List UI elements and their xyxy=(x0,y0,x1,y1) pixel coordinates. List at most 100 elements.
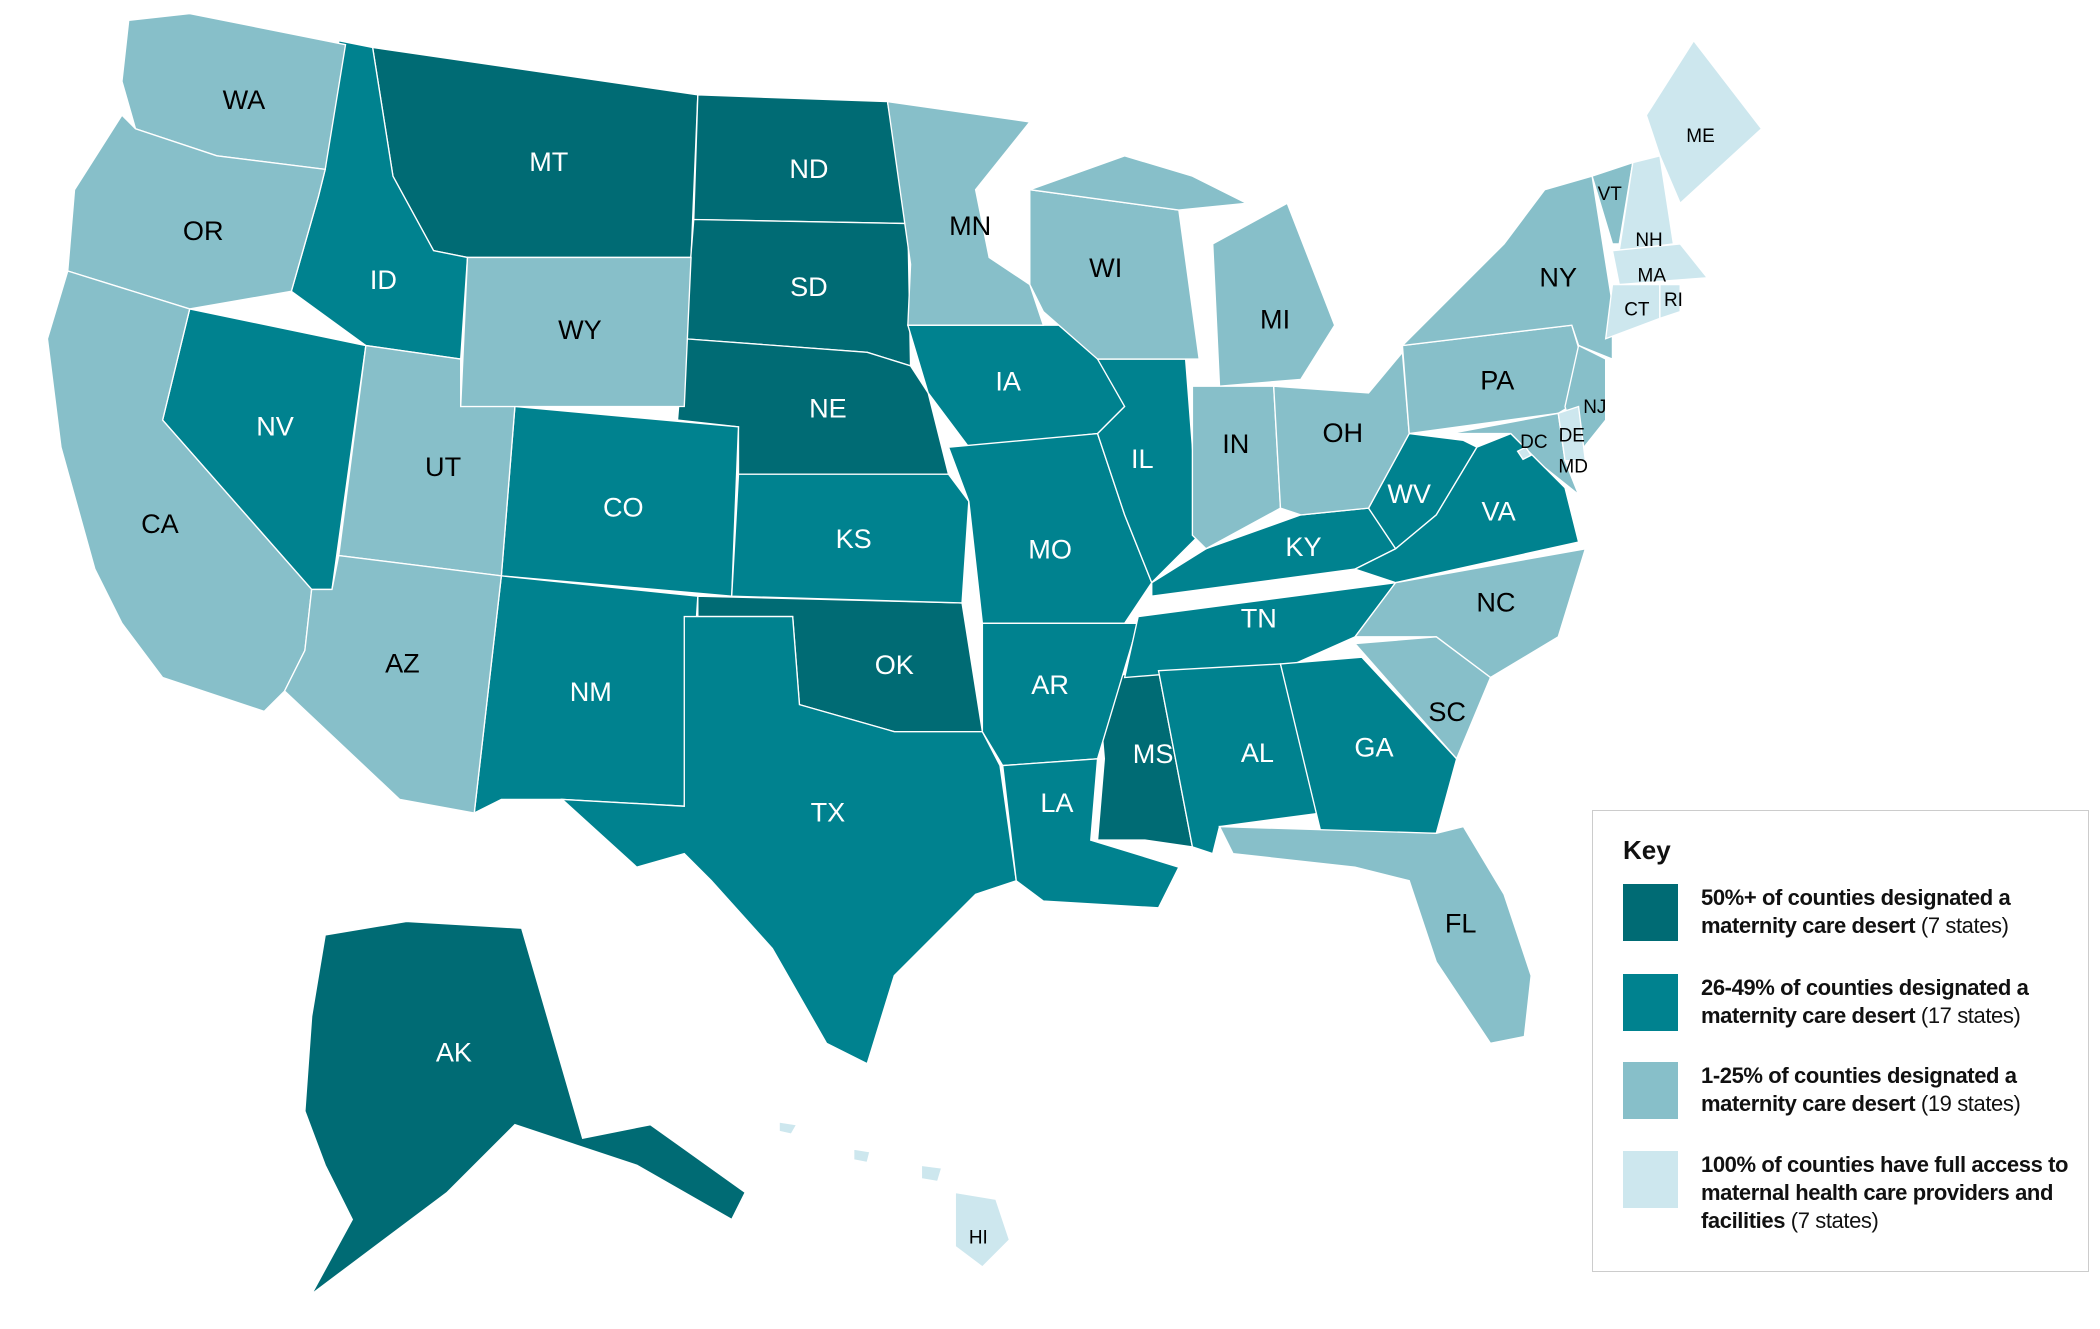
state-label: GA xyxy=(1354,731,1394,762)
state-label: HI xyxy=(969,1227,988,1248)
legend-text: 26-49% of counties designated a maternit… xyxy=(1701,974,2073,1030)
state xyxy=(1218,825,1532,1045)
state xyxy=(283,554,503,814)
state-label: SC xyxy=(1428,696,1466,727)
state-label: OH xyxy=(1322,417,1363,448)
legend-title: Key xyxy=(1623,835,1671,865)
state xyxy=(1659,283,1681,320)
legend-text: 100% of counties have full access to mat… xyxy=(1701,1151,2073,1235)
state xyxy=(304,920,747,1295)
state xyxy=(1353,636,1492,761)
state-label: CO xyxy=(603,492,644,523)
state-label: MS xyxy=(1133,738,1174,769)
state-label: VA xyxy=(1482,496,1517,527)
state-label: ND xyxy=(789,153,828,184)
legend-label: 26-49% of counties designated a maternit… xyxy=(1701,975,2029,1028)
state-label: ME xyxy=(1686,126,1714,147)
state-label: NH xyxy=(1635,230,1662,251)
state-label: MI xyxy=(1260,303,1290,334)
legend-swatch xyxy=(1623,884,1678,941)
legend-swatch xyxy=(1623,974,1678,1031)
state-label: AZ xyxy=(385,647,420,678)
state xyxy=(954,1191,1011,1268)
legend-swatch xyxy=(1623,1151,1678,1208)
state xyxy=(1272,350,1410,516)
state-label: NJ xyxy=(1583,397,1606,418)
state xyxy=(1029,155,1249,211)
state-label: NV xyxy=(256,410,294,441)
state-label: AL xyxy=(1241,737,1274,768)
state xyxy=(1096,358,1200,584)
state-label: IN xyxy=(1222,428,1249,459)
legend-count: (7 states) xyxy=(1790,1208,1879,1233)
state-label: WA xyxy=(223,84,267,115)
state-label: AR xyxy=(1031,669,1069,700)
state xyxy=(560,615,1017,1065)
state-label: ID xyxy=(370,264,397,295)
state-label: MT xyxy=(529,146,568,177)
state-label: CA xyxy=(141,508,180,539)
state xyxy=(46,270,313,713)
state-label: RI xyxy=(1664,290,1683,311)
state-label: VT xyxy=(1598,184,1623,205)
state-label: UT xyxy=(425,451,461,482)
legend: Key 50%+ of counties designated a matern… xyxy=(1592,810,2089,1272)
state-label: DC xyxy=(1520,432,1547,453)
state xyxy=(1516,446,1533,461)
state xyxy=(67,114,327,310)
state xyxy=(1212,202,1336,387)
state-label: FL xyxy=(1445,908,1477,939)
legend-text: 50%+ of counties designated a maternity … xyxy=(1701,884,2073,940)
state xyxy=(1191,385,1282,550)
state-label: WY xyxy=(558,314,602,345)
state-label: PA xyxy=(1480,364,1515,395)
state-label: OR xyxy=(183,215,224,246)
state-label: KS xyxy=(836,523,872,554)
state-label: NM xyxy=(570,676,612,707)
state xyxy=(1611,243,1709,286)
state xyxy=(920,1164,943,1183)
state-label: MD xyxy=(1558,456,1588,477)
map-group: MT ND SD NE OK MS AK ID NV CO NM TX KS IA MO AR LA IL KY TN… xyxy=(46,12,1763,1295)
state-label: NC xyxy=(1476,586,1515,617)
state-label: DE xyxy=(1559,425,1585,446)
state-label: LA xyxy=(1040,787,1074,818)
state-label: OK xyxy=(875,649,914,680)
state xyxy=(1645,39,1763,205)
state xyxy=(1123,581,1398,679)
legend-count: (7 states) xyxy=(1920,913,2009,938)
state xyxy=(1279,656,1458,835)
state-label: WI xyxy=(1089,252,1122,283)
state xyxy=(1001,758,1180,909)
state xyxy=(1591,161,1634,245)
legend-count: (17 states) xyxy=(1920,1003,2021,1028)
state-label: TN xyxy=(1241,603,1277,634)
state-label: IA xyxy=(995,366,1022,397)
state-label: WV xyxy=(1387,478,1431,509)
state-label: CT xyxy=(1624,299,1650,320)
legend-count: (19 states) xyxy=(1920,1091,2021,1116)
state-label: AK xyxy=(436,1036,472,1067)
state xyxy=(1557,405,1587,462)
legend-swatch xyxy=(1623,1062,1678,1119)
legend-label: 50%+ of counties designated a maternity … xyxy=(1701,885,2011,938)
state-label: KY xyxy=(1285,531,1321,562)
state-label: MO xyxy=(1028,534,1072,565)
state xyxy=(730,473,970,604)
state-label: NE xyxy=(809,393,847,424)
state-label: TX xyxy=(811,797,846,828)
state-label: SD xyxy=(790,271,828,302)
state-label: IL xyxy=(1131,443,1154,474)
legend-label: 1-25% of counties designated a maternity… xyxy=(1701,1063,2017,1116)
state-label: MN xyxy=(949,210,991,241)
legend-label: 100% of counties have full access to mat… xyxy=(1701,1152,2069,1233)
state xyxy=(1400,175,1614,361)
state xyxy=(778,1121,798,1135)
state xyxy=(852,1148,871,1164)
state xyxy=(459,256,692,408)
state-label: MA xyxy=(1638,265,1667,286)
legend-text: 1-25% of counties designated a maternity… xyxy=(1701,1062,2073,1118)
state-label: NY xyxy=(1539,261,1577,292)
